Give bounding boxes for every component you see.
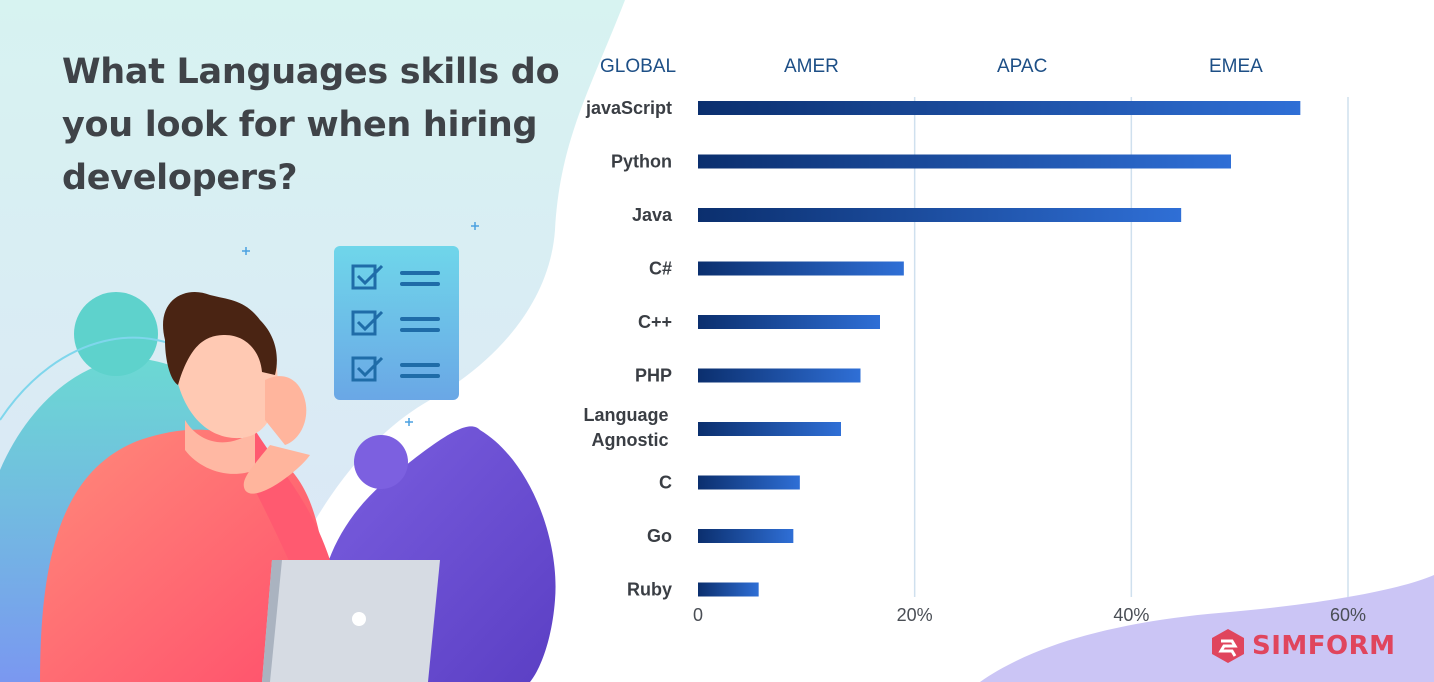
category-label: PHP [635,366,672,386]
lavender-blob [980,575,1434,682]
simform-logo-icon [1212,629,1244,663]
category-labels: javaScript Python Java C# C++ PHP Language Agno… [583,98,672,600]
category-label: Go [647,526,672,546]
bar [698,261,904,276]
bar [698,315,880,329]
bar [698,582,759,597]
brand-logo: SIMFORM [1210,626,1396,666]
grid-lines [913,97,1349,597]
x-axis-ticks: 0 20% 40% 60% [693,605,1366,625]
bar [698,422,841,436]
category-label: C# [649,259,672,279]
small-purple-ball [354,435,408,489]
laptop-illustration [262,560,440,682]
tab-global[interactable]: GLOBAL [600,56,677,77]
bar [698,101,1301,115]
category-label: C [659,473,672,493]
x-tick-label: 60% [1330,605,1366,625]
checklist-card [334,246,459,400]
category-label: Python [611,152,672,172]
tab-amer[interactable]: AMER [784,56,839,77]
bar [698,475,800,490]
x-tick-label: 20% [897,605,933,625]
bar [698,208,1182,222]
bars [698,101,1301,597]
small-teal-ball [74,292,158,376]
bar [698,529,794,543]
category-label: C++ [638,312,672,332]
bar [698,368,861,383]
category-label: Ruby [627,580,672,600]
tab-emea[interactable]: EMEA [1209,56,1263,77]
page-title: What Languages skills do you look for wh… [62,52,560,198]
brand-name: SIMFORM [1252,631,1396,661]
category-label: Java [632,205,673,225]
sparkle-decorations [242,222,479,426]
category-label: javaScript [585,98,672,118]
x-tick-label: 40% [1113,605,1149,625]
bar [698,154,1231,169]
x-tick-label: 0 [693,605,703,625]
tab-apac[interactable]: APAC [997,56,1048,77]
region-tabs: GLOBAL AMER APAC EMEA [560,56,1380,80]
category-label: Language Agnostic [583,405,668,450]
